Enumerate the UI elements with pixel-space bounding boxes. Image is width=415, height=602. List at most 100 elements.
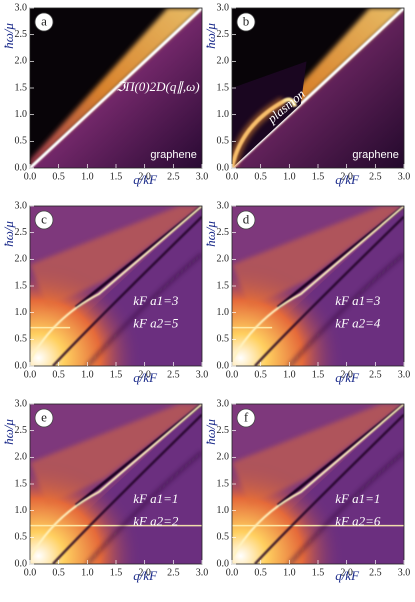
- y-tick-label: 0.0: [217, 162, 230, 173]
- x-tick-label: 1.5: [110, 369, 123, 380]
- x-tick-label: 1.5: [312, 567, 325, 578]
- x-tick-label: 3.0: [196, 171, 209, 182]
- x-tick-label: 0.0: [24, 567, 37, 578]
- x-tick-label: 2.0: [138, 369, 151, 380]
- y-tick-label: 2.0: [217, 452, 230, 463]
- y-tick-label: 0.5: [217, 334, 230, 345]
- annotation: kF a2=2: [133, 513, 179, 528]
- y-tick-label: 0.0: [15, 162, 28, 173]
- annotation: kF a2=4: [335, 315, 381, 330]
- y-tick-label: 3.0: [15, 398, 28, 409]
- x-tick-label: 2.0: [138, 171, 151, 182]
- annotation: kF a1=3: [133, 293, 179, 308]
- y-axis-label: ħω/μ: [203, 23, 218, 49]
- annotation: kF a1=1: [133, 491, 178, 506]
- y-tick-label: 1.5: [15, 478, 28, 489]
- x-tick-label: 2.0: [340, 567, 353, 578]
- y-tick-label: 0.5: [217, 532, 230, 543]
- y-tick-label: 3.0: [15, 200, 28, 211]
- y-tick-label: 2.5: [15, 29, 28, 40]
- y-tick-label: 0.5: [15, 334, 28, 345]
- y-tick-label: 1.0: [15, 505, 28, 516]
- panel: 0.0 0.5 1.0 1.5 2.0 2.5 3.0 0.0 0.5 1.0 1.5 2.0 2.5 3…: [1, 200, 208, 385]
- heat-texture: [232, 206, 404, 308]
- y-tick-label: 1.5: [15, 280, 28, 291]
- panel: 0.0 0.5 1.0 1.5 2.0 2.5 3.0 0.0 0.5 1.0 1.5 2.0 2.5 3…: [203, 2, 410, 187]
- y-tick-label: 2.0: [15, 254, 28, 265]
- panel: 0.0 0.5 1.0 1.5 2.0 2.5 3.0 0.0 0.5 1.0 1.5 2.0 2.5 3…: [1, 398, 208, 583]
- heatmap: [30, 206, 202, 366]
- x-tick-label: 2.5: [369, 171, 382, 182]
- heat-texture: [288, 252, 404, 366]
- heat-texture: [52, 215, 202, 366]
- x-tick-label: 0.0: [226, 369, 239, 380]
- heat-texture: [30, 206, 202, 362]
- x-tick-label: 1.0: [81, 171, 94, 182]
- y-tick-label: 0.0: [217, 360, 230, 371]
- x-tick-label: 2.0: [340, 171, 353, 182]
- x-tick-label: 0.5: [52, 369, 65, 380]
- x-tick-label: 0.5: [52, 171, 65, 182]
- y-tick-label: 0.5: [15, 532, 28, 543]
- x-tick-label: 3.0: [196, 369, 209, 380]
- panel-letter: d: [243, 211, 250, 226]
- y-tick-label: 3.0: [15, 2, 28, 13]
- heatmap: [232, 8, 404, 168]
- panel: 0.0 0.5 1.0 1.5 2.0 2.5 3.0 0.0 0.5 1.0 1.5 2.0 2.5 3…: [203, 398, 410, 583]
- y-tick-label: 1.0: [217, 505, 230, 516]
- x-tick-label: 2.5: [167, 171, 180, 182]
- panel-letter: a: [41, 13, 47, 28]
- heat-texture: [30, 8, 202, 168]
- panel-letter: e: [41, 409, 47, 424]
- x-tick-label: 0.0: [24, 369, 37, 380]
- y-tick-label: 1.0: [15, 307, 28, 318]
- heat-texture: [254, 215, 404, 366]
- heat-texture: [52, 413, 202, 564]
- x-tick-label: 0.0: [24, 171, 37, 182]
- x-tick-label: 2.0: [138, 567, 151, 578]
- y-tick-label: 0.5: [15, 136, 28, 147]
- heat-texture: [232, 404, 404, 506]
- x-axis-label: q/kF: [133, 172, 158, 187]
- y-axis-label: ħω/μ: [1, 221, 16, 247]
- x-tick-label: 1.0: [81, 567, 94, 578]
- y-tick-label: 3.0: [217, 398, 230, 409]
- y-tick-label: 2.0: [15, 56, 28, 67]
- x-tick-label: 2.5: [369, 567, 382, 578]
- heat-texture: [232, 96, 287, 168]
- heatmap: [232, 404, 404, 564]
- y-axis-label: ħω/μ: [203, 221, 218, 247]
- x-axis-label: q/kF: [335, 172, 360, 187]
- panel: 0.0 0.5 1.0 1.5 2.0 2.5 3.0 0.0 0.5 1.0 1.5 2.0 2.5 3…: [203, 200, 410, 385]
- y-tick-label: 3.0: [217, 200, 230, 211]
- x-tick-label: 0.5: [254, 369, 267, 380]
- x-tick-label: 0.5: [254, 171, 267, 182]
- y-tick-label: 1.0: [15, 109, 28, 120]
- y-tick-label: 2.5: [217, 425, 230, 436]
- x-tick-label: 0.0: [226, 171, 239, 182]
- y-tick-label: 0.0: [15, 558, 28, 569]
- heat-texture: [30, 206, 202, 308]
- annotation: graphene: [150, 149, 197, 161]
- annotation: kF a1=1: [335, 491, 380, 506]
- x-tick-label: 2.5: [167, 369, 180, 380]
- x-tick-label: 2.5: [369, 369, 382, 380]
- x-tick-label: 1.0: [283, 171, 296, 182]
- heatmap: [30, 8, 202, 168]
- panel-badge: [34, 408, 54, 428]
- heatmap: [232, 206, 404, 366]
- heatmap: [30, 404, 202, 564]
- heat-texture: [288, 450, 404, 564]
- y-tick-label: 0.0: [217, 558, 230, 569]
- y-tick-label: 2.5: [15, 425, 28, 436]
- y-tick-label: 3.0: [217, 2, 230, 13]
- x-tick-label: 1.0: [283, 369, 296, 380]
- x-tick-label: 0.0: [226, 567, 239, 578]
- x-axis-label: q/kF: [133, 370, 158, 385]
- panel-letter: b: [243, 13, 250, 28]
- x-axis-label: q/kF: [335, 568, 360, 583]
- annotation: kF a1=3: [335, 293, 381, 308]
- panel-letter: c: [41, 211, 47, 226]
- heat-texture: [30, 404, 202, 560]
